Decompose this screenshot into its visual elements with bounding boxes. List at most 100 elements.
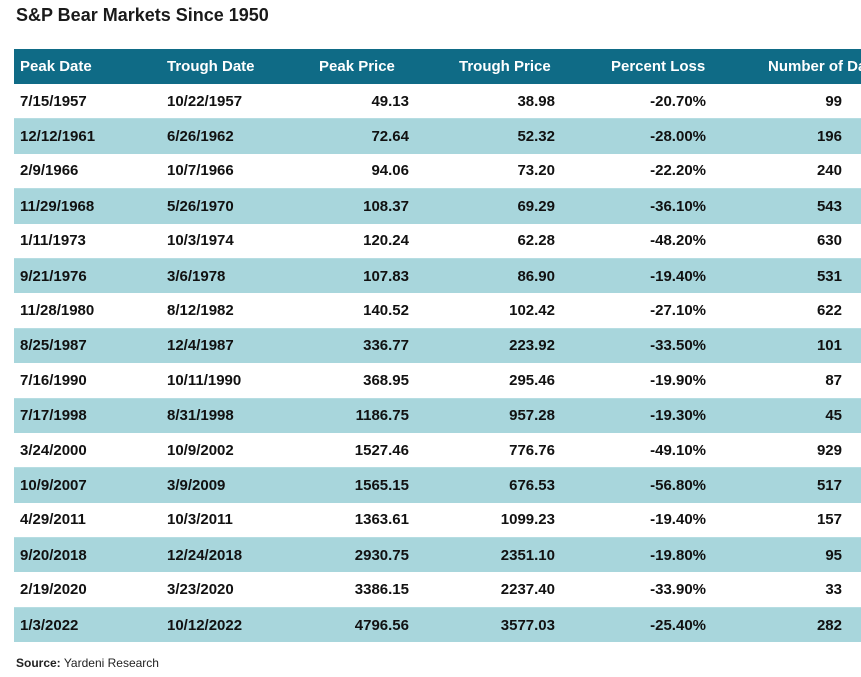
cell-peak-price: 3386.15 <box>307 572 449 608</box>
cell-trough-date: 10/3/1974 <box>153 223 307 259</box>
cell-percent-loss: -28.00% <box>601 118 756 154</box>
cell-trough-date: 6/26/1962 <box>153 118 307 154</box>
cell-trough-price: 2351.10 <box>449 537 601 573</box>
cell-number-of-days: 240 <box>756 153 861 190</box>
table-row: 7/17/1998 8/31/1998 1186.75 957.28 -19.30% 45 <box>14 398 861 433</box>
cell-trough-date: 10/3/2011 <box>153 502 307 539</box>
cell-number-of-days: 99 <box>756 84 861 120</box>
table-row: 9/20/2018 12/24/2018 2930.75 2351.10 -19.80%… <box>14 537 861 573</box>
cell-percent-loss: -48.20% <box>601 223 756 259</box>
cell-peak-date: 12/12/1961 <box>14 118 153 154</box>
cell-peak-price: 336.77 <box>307 328 449 364</box>
cell-number-of-days: 531 <box>756 258 861 294</box>
header-number-of-days: Number of Days <box>756 49 861 84</box>
cell-trough-price: 69.29 <box>449 188 601 224</box>
cell-percent-loss: -19.40% <box>601 502 756 539</box>
cell-trough-price: 223.92 <box>449 328 601 364</box>
cell-number-of-days: 282 <box>756 607 861 643</box>
cell-trough-date: 10/11/1990 <box>153 363 307 399</box>
cell-percent-loss: -33.50% <box>601 328 756 364</box>
cell-peak-price: 1186.75 <box>307 398 449 433</box>
cell-peak-price: 1363.61 <box>307 502 449 539</box>
cell-peak-date: 4/29/2011 <box>14 502 153 539</box>
cell-percent-loss: -56.80% <box>601 467 756 503</box>
cell-peak-price: 4796.56 <box>307 607 449 643</box>
cell-trough-date: 3/9/2009 <box>153 467 307 503</box>
cell-percent-loss: -25.40% <box>601 607 756 643</box>
cell-percent-loss: -33.90% <box>601 572 756 608</box>
cell-peak-date: 9/21/1976 <box>14 258 153 294</box>
cell-trough-price: 62.28 <box>449 223 601 259</box>
cell-peak-price: 107.83 <box>307 258 449 294</box>
source-text: Yardeni Research <box>63 656 159 670</box>
cell-trough-price: 52.32 <box>449 118 601 154</box>
cell-peak-price: 72.64 <box>307 118 449 154</box>
cell-number-of-days: 101 <box>756 328 861 364</box>
cell-peak-date: 9/20/2018 <box>14 537 153 573</box>
cell-peak-date: 7/17/1998 <box>14 398 153 433</box>
header-peak-price: Peak Price <box>307 49 449 84</box>
table-header-row: Peak Date Trough Date Peak Price Trough … <box>14 49 861 84</box>
cell-number-of-days: 929 <box>756 432 861 469</box>
cell-trough-price: 73.20 <box>449 153 601 190</box>
cell-number-of-days: 33 <box>756 572 861 608</box>
table-row: 2/9/1966 10/7/1966 94.06 73.20 -22.20% 240 <box>14 153 861 190</box>
cell-number-of-days: 517 <box>756 467 861 503</box>
table-row: 7/15/1957 10/22/1957 49.13 38.98 -20.70% 99 <box>14 84 861 120</box>
table-row: 11/28/1980 8/12/1982 140.52 102.42 -27.10% 62… <box>14 293 861 329</box>
table-row: 10/9/2007 3/9/2009 1565.15 676.53 -56.80% 517 <box>14 467 861 503</box>
table-row: 4/29/2011 10/3/2011 1363.61 1099.23 -19.40% 1… <box>14 502 861 539</box>
cell-peak-date: 10/9/2007 <box>14 467 153 503</box>
header-peak-date: Peak Date <box>14 49 153 84</box>
cell-peak-date: 7/15/1957 <box>14 84 153 120</box>
cell-trough-price: 2237.40 <box>449 572 601 608</box>
cell-number-of-days: 45 <box>756 398 861 433</box>
header-percent-loss: Percent Loss <box>601 49 756 84</box>
cell-peak-price: 368.95 <box>307 363 449 399</box>
cell-trough-date: 3/23/2020 <box>153 572 307 608</box>
cell-peak-price: 2930.75 <box>307 537 449 573</box>
cell-trough-date: 10/9/2002 <box>153 432 307 469</box>
cell-percent-loss: -36.10% <box>601 188 756 224</box>
table-row: 2/19/2020 3/23/2020 3386.15 2237.40 -33.90% 3… <box>14 572 861 608</box>
cell-peak-date: 2/19/2020 <box>14 572 153 608</box>
cell-trough-price: 295.46 <box>449 363 601 399</box>
cell-peak-price: 94.06 <box>307 153 449 190</box>
bear-markets-table: Peak Date Trough Date Peak Price Trough … <box>14 49 861 643</box>
cell-trough-date: 3/6/1978 <box>153 258 307 294</box>
cell-number-of-days: 196 <box>756 118 861 154</box>
cell-trough-price: 1099.23 <box>449 502 601 539</box>
cell-peak-date: 1/3/2022 <box>14 607 153 643</box>
cell-trough-price: 776.76 <box>449 432 601 469</box>
cell-trough-date: 12/4/1987 <box>153 328 307 364</box>
cell-percent-loss: -19.40% <box>601 258 756 294</box>
cell-percent-loss: -49.10% <box>601 432 756 469</box>
cell-percent-loss: -19.80% <box>601 537 756 573</box>
cell-peak-price: 120.24 <box>307 223 449 259</box>
cell-number-of-days: 87 <box>756 363 861 399</box>
cell-trough-date: 10/22/1957 <box>153 84 307 120</box>
cell-peak-price: 49.13 <box>307 84 449 120</box>
cell-peak-date: 2/9/1966 <box>14 153 153 190</box>
table-row: 12/12/1961 6/26/1962 72.64 52.32 -28.00% 196 <box>14 118 861 154</box>
cell-percent-loss: -22.20% <box>601 153 756 190</box>
cell-number-of-days: 543 <box>756 188 861 224</box>
cell-trough-date: 10/7/1966 <box>153 153 307 190</box>
cell-trough-price: 3577.03 <box>449 607 601 643</box>
cell-trough-date: 10/12/2022 <box>153 607 307 643</box>
cell-peak-price: 1527.46 <box>307 432 449 469</box>
cell-trough-price: 102.42 <box>449 293 601 329</box>
cell-number-of-days: 157 <box>756 502 861 539</box>
cell-peak-price: 1565.15 <box>307 467 449 503</box>
cell-number-of-days: 622 <box>756 293 861 329</box>
cell-trough-date: 8/12/1982 <box>153 293 307 329</box>
table-row: 9/21/1976 3/6/1978 107.83 86.90 -19.40% 531 <box>14 258 861 294</box>
cell-trough-date: 8/31/1998 <box>153 398 307 433</box>
cell-peak-price: 108.37 <box>307 188 449 224</box>
header-trough-date: Trough Date <box>153 49 307 84</box>
cell-peak-date: 3/24/2000 <box>14 432 153 469</box>
table-row: 1/11/1973 10/3/1974 120.24 62.28 -48.20% 630 <box>14 223 861 259</box>
cell-peak-date: 11/29/1968 <box>14 188 153 224</box>
cell-number-of-days: 630 <box>756 223 861 259</box>
table-row: 8/25/1987 12/4/1987 336.77 223.92 -33.50% 101 <box>14 328 861 364</box>
